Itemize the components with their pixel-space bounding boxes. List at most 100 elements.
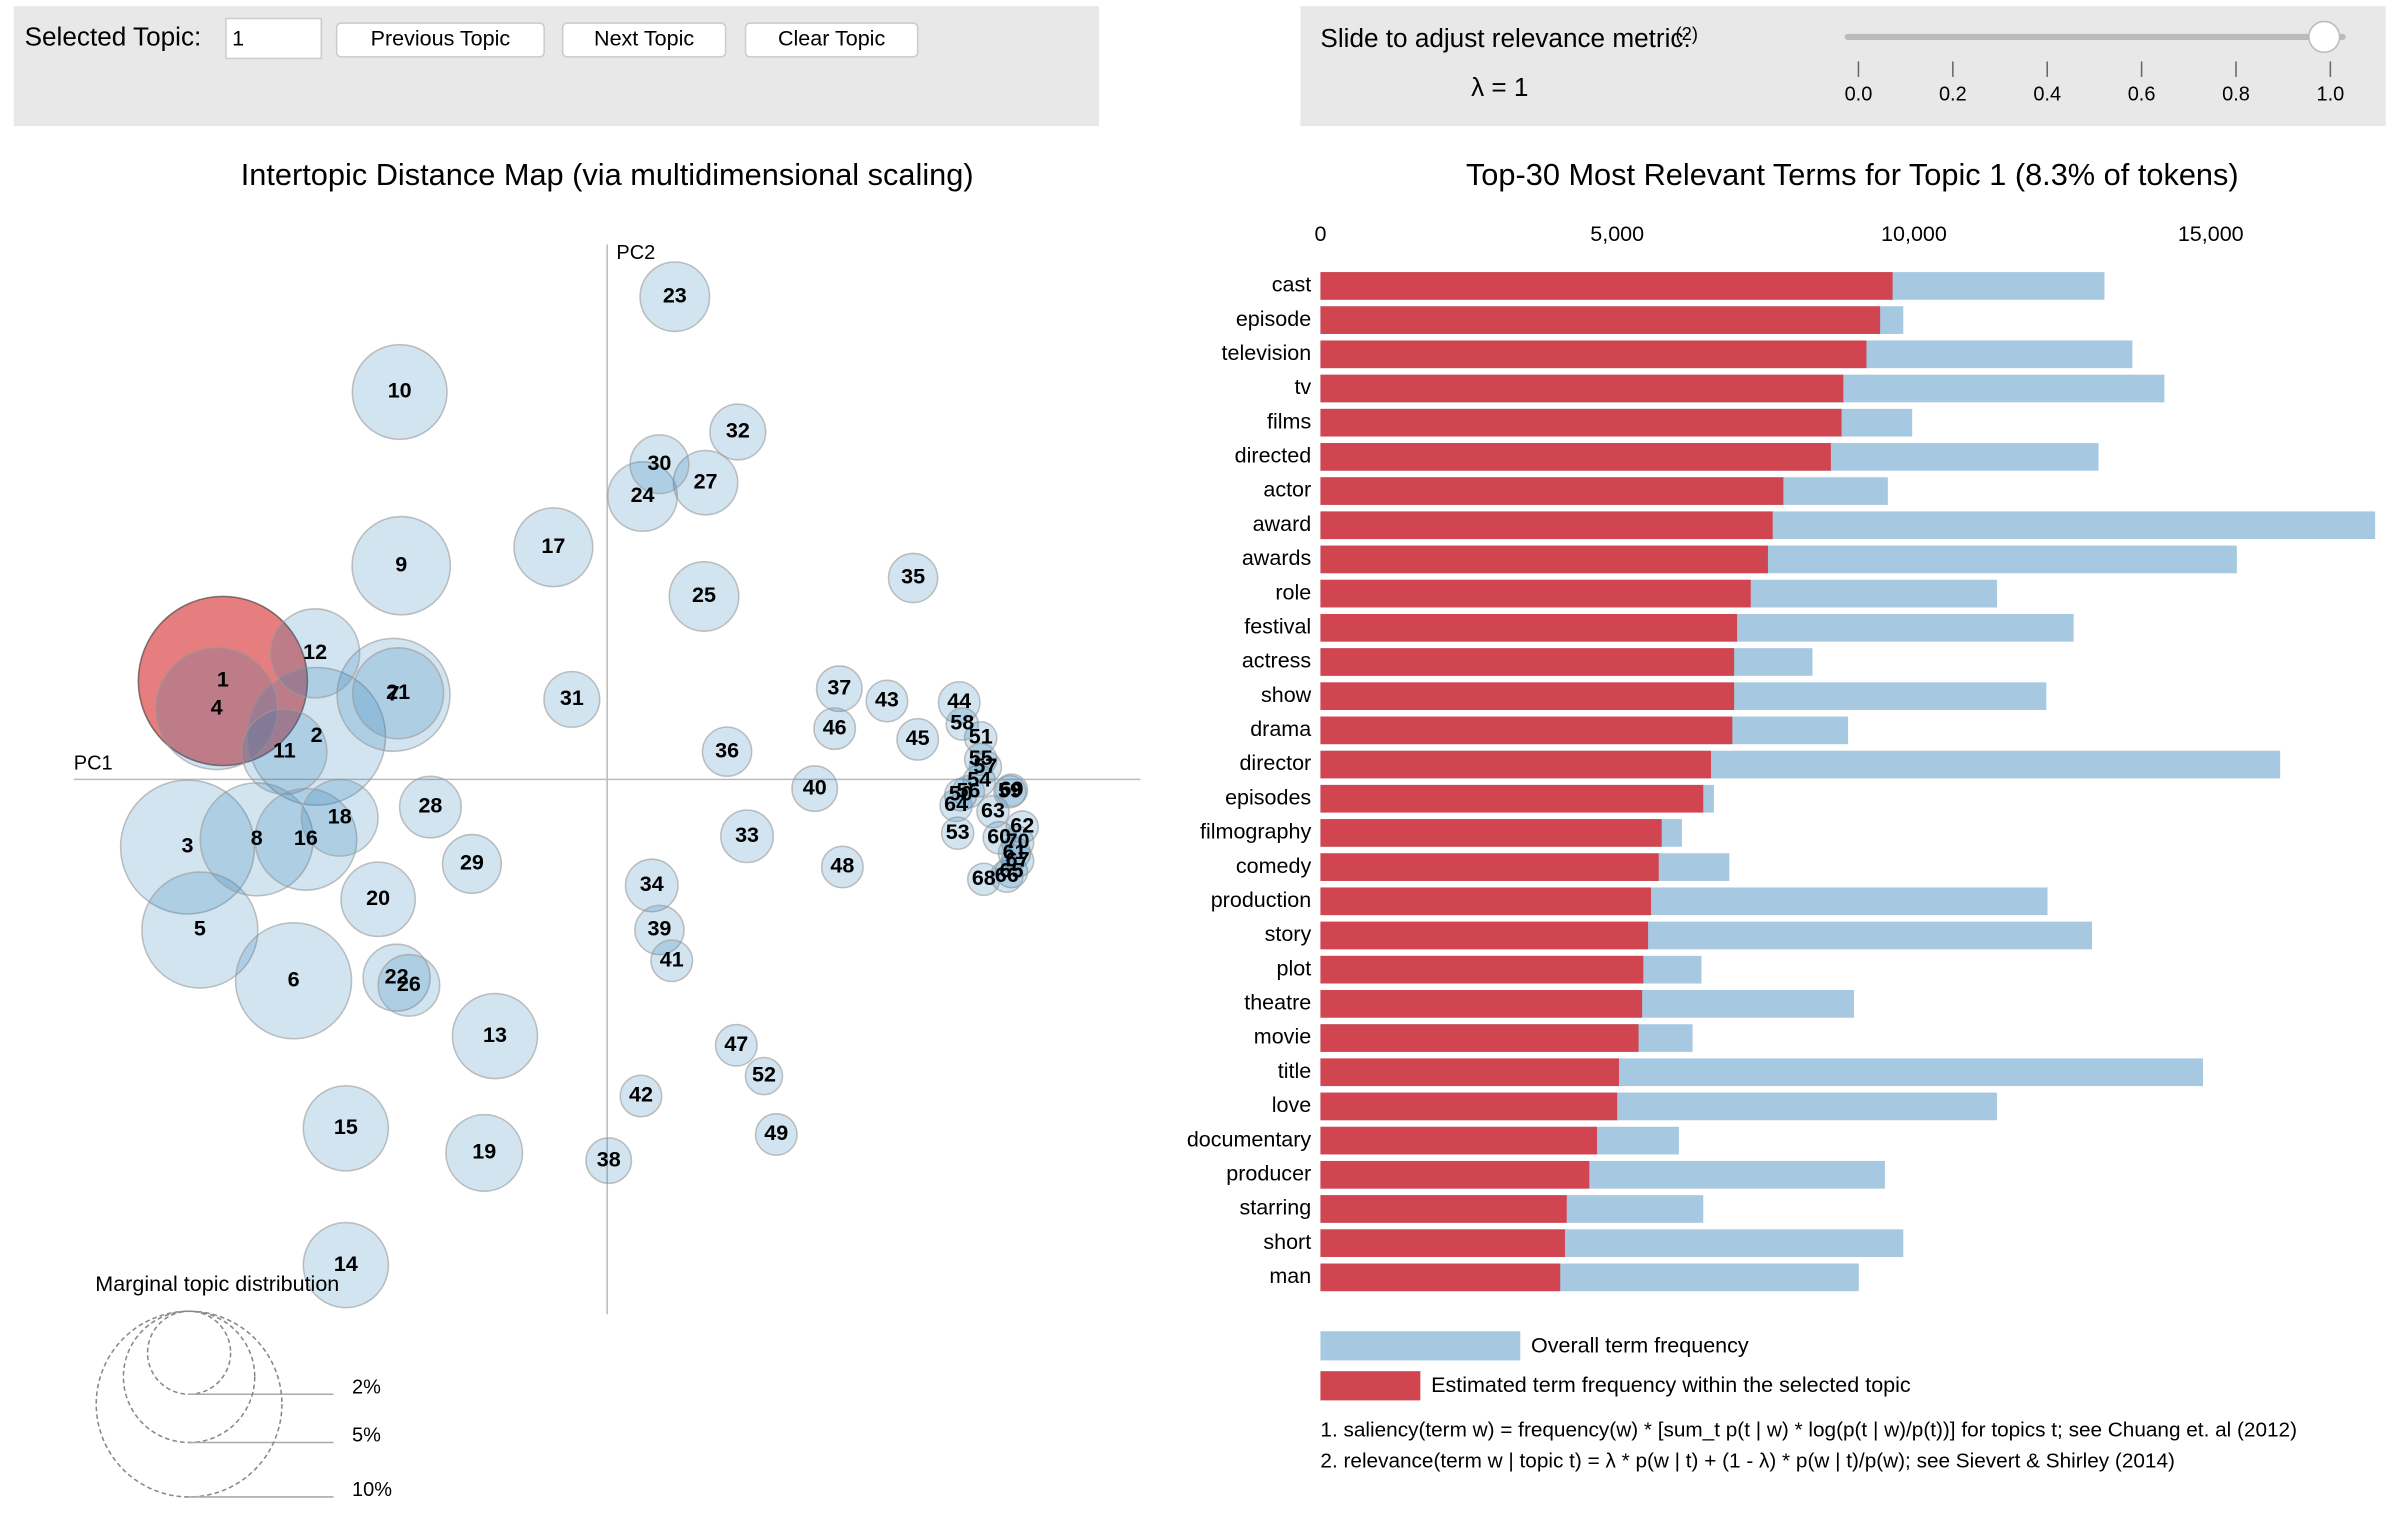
term-label[interactable]: award [1253,512,1312,536]
topic-bubble[interactable] [951,774,986,809]
term-label[interactable]: theatre [1244,991,1311,1015]
topic-bubble[interactable] [351,515,452,616]
topic-bubble[interactable] [585,1137,633,1185]
term-label[interactable]: directed [1235,444,1312,468]
topic-bubble[interactable] [513,507,594,588]
term-label[interactable]: films [1267,409,1311,433]
topic-bubble[interactable] [241,708,328,796]
term-label[interactable]: actress [1242,649,1311,673]
topic-bubble[interactable] [119,779,256,915]
term-label[interactable]: production [1211,888,1311,912]
term-label[interactable]: television [1222,341,1312,365]
term-label[interactable]: comedy [1236,854,1312,878]
topic-bubble[interactable] [445,1113,524,1192]
topic-bubble[interactable] [619,1074,663,1118]
topic-bubble[interactable] [624,858,679,913]
topic-label: 29 [460,851,484,875]
topic-bubble[interactable] [254,787,358,891]
topic-bubble[interactable] [994,854,1029,889]
topic-bubble[interactable] [155,647,279,771]
topic-bubble[interactable] [398,775,462,839]
term-label[interactable]: title [1278,1059,1312,1083]
topic-bubble[interactable] [754,1112,798,1156]
topic-bubble[interactable] [451,992,539,1080]
topic-bubble[interactable] [141,871,259,989]
term-label[interactable]: episode [1236,307,1311,331]
topic-bubble[interactable] [865,679,909,723]
topic-bubble[interactable] [896,717,940,761]
term-label[interactable]: drama [1250,717,1311,741]
topic-bubble[interactable] [336,637,451,753]
term-label[interactable]: starring [1239,1196,1311,1220]
topic-bubble[interactable] [945,707,980,741]
term-label[interactable]: plot [1277,956,1312,980]
button-label[interactable]: Next Topic [594,27,694,51]
term-label[interactable]: cast [1272,273,1311,297]
term-label[interactable]: show [1261,683,1312,707]
term-label[interactable]: movie [1254,1025,1311,1049]
topic-bubble[interactable] [234,921,353,1040]
topic-bubble[interactable] [629,434,690,495]
topic-bubble[interactable] [744,1056,784,1096]
topic-bubble[interactable] [720,809,775,864]
topic-bubble[interactable] [351,343,448,441]
topic-bubble[interactable] [300,778,379,857]
term-label[interactable]: man [1269,1264,1311,1288]
term-label[interactable]: role [1275,580,1311,604]
topic-bubble[interactable] [302,1084,390,1172]
topic-bubble[interactable] [639,261,711,333]
topic-bubble[interactable] [650,939,694,983]
topic-bubble[interactable] [1000,825,1035,860]
topic-bubble[interactable] [709,403,767,461]
topic-bubble[interactable] [543,670,601,729]
topic-bubble[interactable] [701,726,753,778]
topic-bubble[interactable] [994,773,1029,807]
topic-bubble[interactable] [199,782,314,897]
topic-bubble[interactable] [137,595,309,767]
button-label[interactable]: Previous Topic [371,27,511,51]
topic-bubble[interactable] [634,904,685,956]
next-topic-button[interactable] [561,22,727,58]
button-label[interactable]: Clear Topic [778,27,885,51]
term-label[interactable]: festival [1244,614,1311,638]
term-label[interactable]: story [1265,922,1312,946]
topic-input-value[interactable]: 1 [232,27,244,51]
bar [1320,443,1831,471]
previous-topic-button[interactable] [335,22,545,58]
term-label[interactable]: short [1263,1230,1311,1254]
term-label[interactable]: producer [1226,1161,1311,1185]
topic-bubble[interactable] [939,788,973,823]
topic-bubble[interactable] [441,833,503,895]
term-label[interactable]: love [1272,1093,1312,1117]
topic-bubble[interactable] [976,794,1010,829]
topic-bubble[interactable] [968,750,1003,784]
topic-bubble[interactable] [714,1023,758,1067]
term-label[interactable]: episodes [1225,785,1311,809]
clear-topic-button[interactable] [744,22,919,58]
slider-thumb[interactable] [2308,20,2341,54]
topic-bubble[interactable] [377,953,441,1017]
term-label[interactable]: director [1239,751,1311,775]
topic-input[interactable] [225,17,323,60]
topic-bubble[interactable] [937,680,981,725]
topic-bubble[interactable] [815,665,863,713]
topic-bubble[interactable] [1000,843,1035,878]
term-label[interactable]: actor [1263,478,1311,502]
topic-bubble[interactable] [340,861,417,938]
topic-bubble[interactable] [269,608,361,699]
topic-bubble[interactable] [820,845,864,889]
topic-bubble[interactable] [351,647,445,740]
topic-bubble[interactable] [302,1221,390,1309]
topic-bubble[interactable] [791,765,839,813]
term-label[interactable]: documentary [1187,1127,1312,1151]
term-label[interactable]: filmography [1200,820,1311,844]
topic-bubble[interactable] [940,816,975,851]
topic-bubble[interactable] [668,560,740,632]
term-label[interactable]: tv [1294,375,1311,399]
topic-bubble[interactable] [966,862,1001,897]
bar [1320,306,1881,334]
term-label[interactable]: awards [1242,546,1311,570]
topic-bubble[interactable] [813,707,857,751]
topic-bubble[interactable] [887,552,939,604]
topic-bubble[interactable] [993,774,1027,809]
